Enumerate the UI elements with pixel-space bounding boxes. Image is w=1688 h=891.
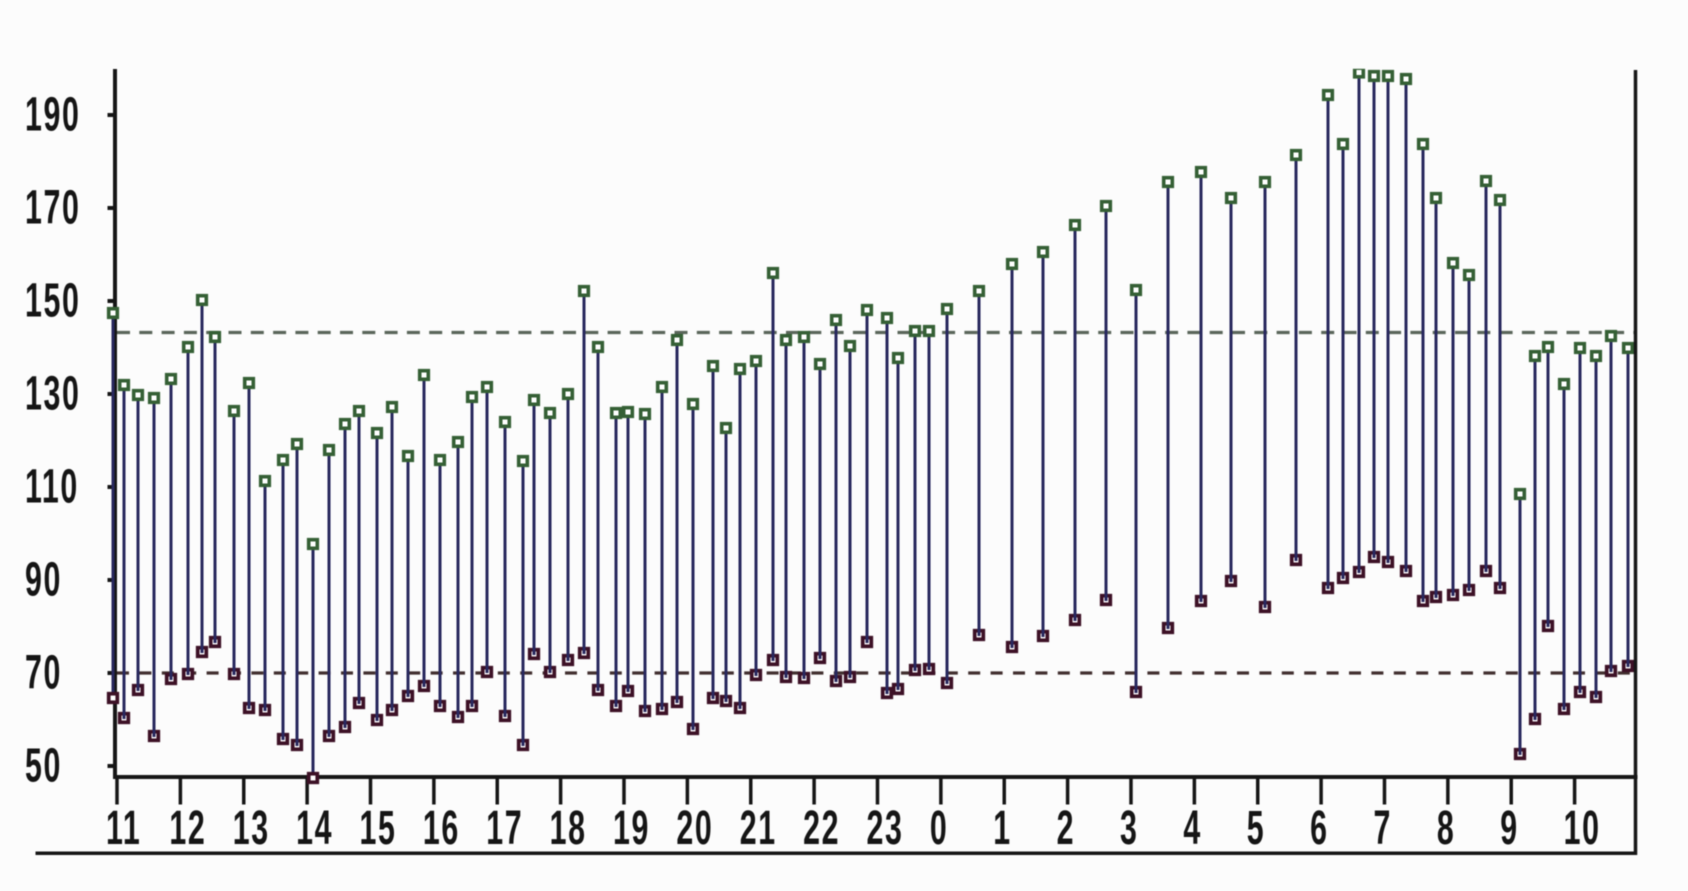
svg-text:10: 10 — [1564, 800, 1601, 855]
svg-text:1: 1 — [993, 800, 1012, 855]
svg-text:18: 18 — [550, 800, 587, 855]
svg-text:5: 5 — [1247, 800, 1266, 855]
svg-text:6: 6 — [1310, 800, 1329, 855]
svg-text:4: 4 — [1183, 800, 1202, 855]
svg-text:7: 7 — [1374, 800, 1393, 855]
svg-text:21: 21 — [740, 800, 777, 855]
svg-text:9: 9 — [1500, 800, 1519, 855]
svg-text:23: 23 — [867, 800, 904, 855]
svg-text:110: 110 — [25, 458, 79, 513]
svg-text:50: 50 — [25, 737, 62, 792]
svg-text:70: 70 — [25, 644, 62, 699]
svg-text:150: 150 — [25, 272, 81, 327]
svg-text:15: 15 — [360, 800, 397, 855]
svg-text:12: 12 — [169, 800, 206, 855]
svg-text:8: 8 — [1437, 800, 1456, 855]
svg-text:22: 22 — [803, 800, 840, 855]
svg-text:190: 190 — [25, 86, 81, 141]
svg-text:11: 11 — [106, 800, 141, 855]
svg-text:170: 170 — [25, 179, 81, 234]
svg-text:13: 13 — [233, 800, 270, 855]
svg-text:14: 14 — [296, 800, 333, 855]
svg-text:130: 130 — [25, 365, 81, 420]
svg-text:2: 2 — [1057, 800, 1076, 855]
svg-text:0: 0 — [930, 800, 949, 855]
svg-text:3: 3 — [1120, 800, 1139, 855]
svg-text:19: 19 — [613, 800, 650, 855]
svg-text:17: 17 — [486, 800, 523, 855]
svg-text:90: 90 — [25, 551, 62, 606]
svg-text:16: 16 — [423, 800, 460, 855]
svg-text:20: 20 — [676, 800, 713, 855]
